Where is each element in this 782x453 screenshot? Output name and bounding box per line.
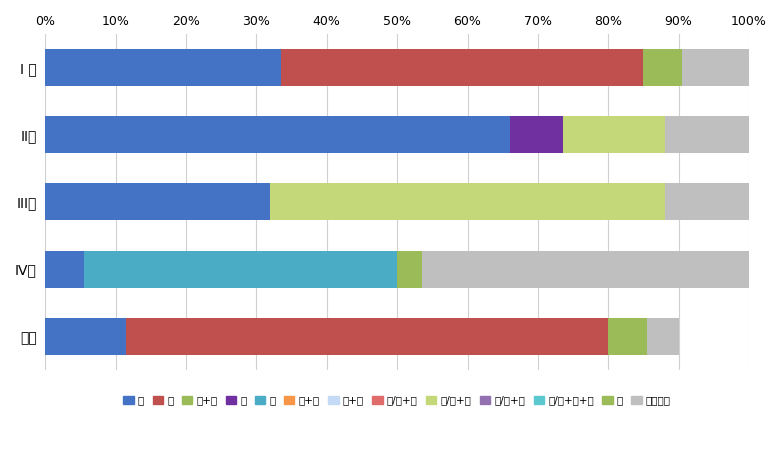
Bar — [126, 318, 608, 355]
Bar — [665, 183, 749, 220]
Bar — [45, 251, 84, 288]
Bar — [562, 116, 665, 153]
Legend: 手, 内, 手+内, 放, 薬, 放+薬, 薬+他, 手/内+放, 手/内+薬, 手/内+他, 手/内+放+薬, 他, 治療なし: 手, 内, 手+内, 放, 薬, 放+薬, 薬+他, 手/内+放, 手/内+薬,… — [124, 395, 671, 405]
Bar — [45, 49, 281, 86]
Bar — [665, 116, 749, 153]
Bar — [647, 318, 679, 355]
Bar — [397, 251, 421, 288]
Bar — [45, 318, 126, 355]
Bar — [682, 49, 749, 86]
Bar — [608, 318, 647, 355]
Bar — [271, 183, 665, 220]
Bar — [421, 251, 749, 288]
Bar — [45, 183, 271, 220]
Bar — [644, 49, 682, 86]
Bar — [84, 251, 397, 288]
Bar — [45, 116, 510, 153]
Bar — [281, 49, 644, 86]
Bar — [510, 116, 562, 153]
